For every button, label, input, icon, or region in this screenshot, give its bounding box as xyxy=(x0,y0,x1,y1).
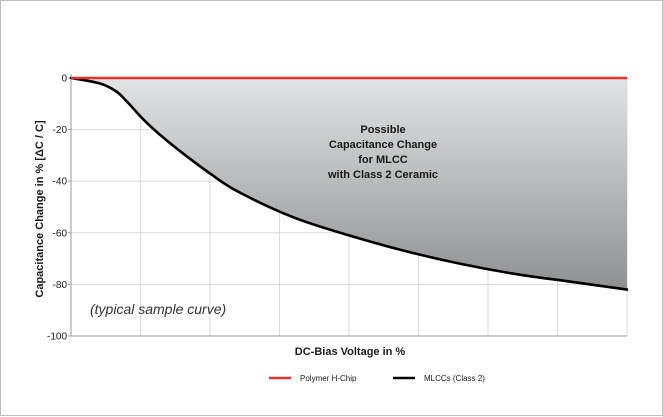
y-tick-label: -100 xyxy=(47,332,67,343)
region-label-line-4: with Class 2 Ceramic xyxy=(327,169,438,181)
y-tick-label: 0 xyxy=(61,74,67,85)
possible-change-region xyxy=(71,78,627,290)
legend-label-polymer: Polymer H-Chip xyxy=(300,374,357,383)
y-tick-label: -60 xyxy=(53,228,68,239)
axes xyxy=(70,74,627,337)
region-label-line-3: for MLCC xyxy=(358,154,408,166)
shaded-region-label: Possible Capacitance Change for MLCC wit… xyxy=(327,124,438,181)
y-tick-label: -40 xyxy=(53,177,68,188)
y-tick-label: -20 xyxy=(53,125,68,136)
legend-label-mlcc: MLCCs (Class 2) xyxy=(424,374,485,383)
typical-curve-annotation: (typical sample curve) xyxy=(90,301,226,317)
legend: Polymer H-Chip MLCCs (Class 2) xyxy=(269,374,485,383)
region-label-line-2: Capacitance Change xyxy=(329,139,437,151)
series-lines xyxy=(69,76,629,291)
y-tick-labels: 0 -20 -40 -60 -80 -100 xyxy=(47,74,71,343)
x-axis-label: DC-Bias Voltage in % xyxy=(295,346,406,358)
y-tick-label: -80 xyxy=(53,280,68,291)
y-axis-label: Capacitance Change in % [ΔC / C] xyxy=(34,120,46,298)
region-label-line-1: Possible xyxy=(360,124,405,136)
series-line-mlcc xyxy=(69,76,629,291)
